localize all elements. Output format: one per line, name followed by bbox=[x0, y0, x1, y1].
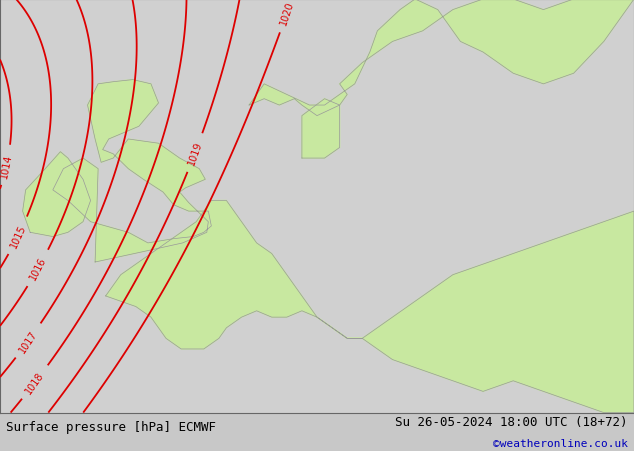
Polygon shape bbox=[302, 100, 340, 159]
Text: 1014: 1014 bbox=[0, 152, 14, 179]
Text: 1015: 1015 bbox=[9, 223, 28, 249]
Text: 1018: 1018 bbox=[24, 369, 46, 395]
Polygon shape bbox=[23, 152, 91, 237]
Text: ©weatheronline.co.uk: ©weatheronline.co.uk bbox=[493, 438, 628, 448]
Text: 1019: 1019 bbox=[186, 140, 204, 166]
Polygon shape bbox=[53, 80, 211, 262]
Text: Su 26-05-2024 18:00 UTC (18+72): Su 26-05-2024 18:00 UTC (18+72) bbox=[395, 415, 628, 428]
Text: 1017: 1017 bbox=[17, 328, 39, 354]
Text: Surface pressure [hPa] ECMWF: Surface pressure [hPa] ECMWF bbox=[6, 420, 216, 433]
Polygon shape bbox=[106, 201, 634, 413]
Polygon shape bbox=[249, 0, 634, 116]
Text: 1020: 1020 bbox=[278, 0, 295, 27]
Text: 1016: 1016 bbox=[28, 255, 48, 282]
